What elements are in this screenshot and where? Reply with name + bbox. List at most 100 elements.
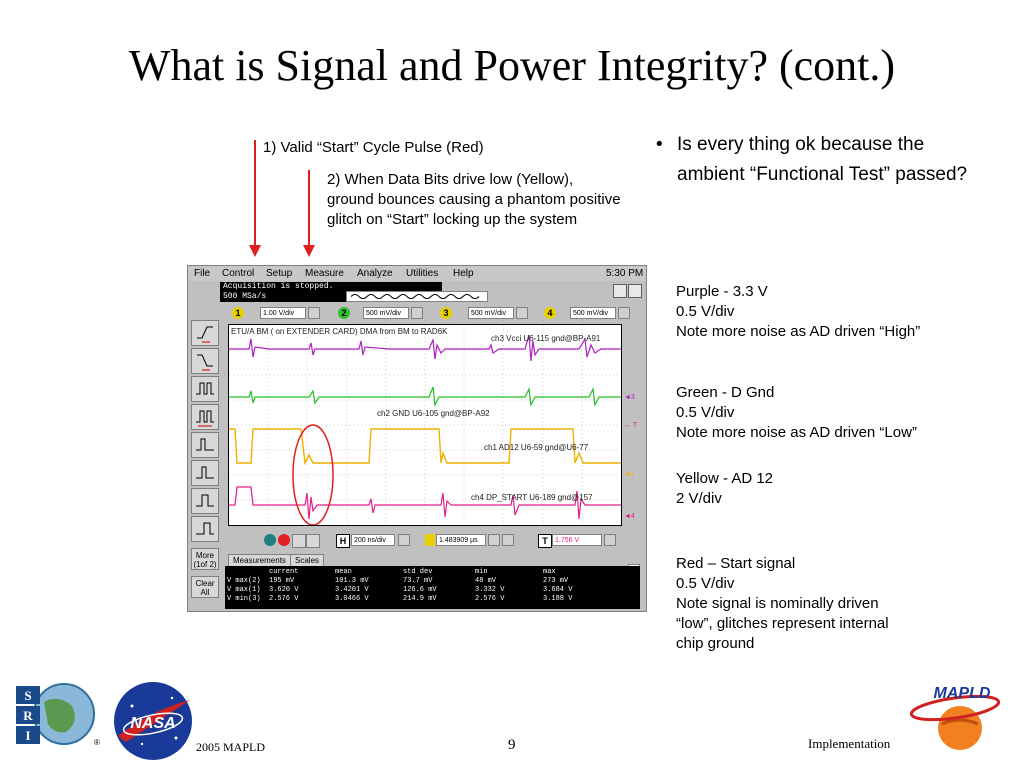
meas-cell: 126.6 mV [403, 586, 437, 594]
nasa-logo-text: NASA [130, 715, 175, 732]
legend-line: Yellow - AD 12 [676, 470, 774, 487]
fall-time-icon[interactable] [191, 460, 219, 486]
channel-2-badge[interactable]: 2 [338, 307, 350, 319]
channel-1-spinner-icon[interactable] [308, 307, 320, 319]
meas-cell: 3.684 V [543, 586, 573, 594]
bullet-dot-icon: • [656, 134, 663, 155]
purple-legend: Purple - 3.3 V 0.5 V/div Note more noise… [676, 282, 986, 342]
svg-text:S: S [24, 688, 31, 703]
svg-text:R: R [23, 708, 33, 723]
channel-1-scale[interactable]: 1.00 V/div [260, 307, 306, 319]
grid-title: ETU/A BM ( on EXTENDER CARD) DMA from BM… [231, 327, 448, 336]
trigger-icon[interactable]: T [538, 534, 552, 548]
channel-3-badge[interactable]: 3 [440, 307, 452, 319]
pointer-icon[interactable] [628, 284, 642, 298]
trigger-level-field[interactable]: 1.756 V [552, 534, 602, 546]
svg-text:I: I [25, 728, 30, 743]
horizontal-icon[interactable]: H [336, 534, 350, 548]
channel-4-badge[interactable]: 4 [544, 307, 556, 319]
slide-title: What is Signal and Power Integrity? (con… [128, 41, 896, 90]
meas-cell: 48 mV [475, 577, 497, 585]
meas-row-label: V max(1) [227, 586, 261, 594]
start-arrow-line [254, 140, 256, 246]
delay-left-icon[interactable] [488, 534, 500, 546]
channel-2-scale[interactable]: 500 mV/div [363, 307, 409, 319]
legend-line: Note more noise as AD driven “Low” [676, 424, 917, 441]
legend-line: 0.5 V/div [676, 575, 735, 592]
meas-cell: 3.4201 V [335, 586, 369, 594]
meas-cell: 2.576 V [475, 595, 505, 603]
meas-header-stddev: std dev [403, 568, 433, 576]
scope-menubar: File Control Setup Measure Analyze Utili… [188, 266, 646, 281]
menu-file[interactable]: File [194, 268, 211, 279]
trigger-marker-icon: ← T [624, 422, 638, 429]
measurements-table: current mean std dev min max V max(2) 19… [225, 566, 640, 609]
timebase-field[interactable]: 200 ns/div [351, 534, 395, 546]
restore-icon[interactable] [613, 284, 627, 298]
menu-analyze[interactable]: Analyze [357, 268, 393, 279]
yellow-trace [229, 428, 621, 466]
channel-3-spinner-icon[interactable] [516, 307, 528, 319]
single-icon[interactable] [292, 534, 306, 548]
bullet-text: Is every thing ok because the ambient “F… [677, 134, 968, 185]
menu-measure[interactable]: Measure [305, 268, 344, 279]
meas-cell: 3.188 V [543, 595, 573, 603]
meas-cell: 2.576 V [269, 595, 299, 603]
channel-4-spinner-icon[interactable] [618, 307, 630, 319]
meas-header-mean: mean [335, 568, 352, 576]
status-line-2: 500 MSa/s [223, 292, 267, 301]
meas-cell: 73.7 mV [403, 577, 433, 585]
run-icon[interactable] [264, 534, 276, 546]
legend-line: 0.5 V/div [676, 303, 735, 320]
legend-line: 2 V/div [676, 490, 722, 507]
ch3-marker-icon: ◄3 [624, 394, 635, 401]
channel-2-spinner-icon[interactable] [411, 307, 423, 319]
vmax-icon[interactable] [191, 488, 219, 514]
meas-cell: 101.3 mV [335, 577, 369, 585]
start-cycle-annotation: 1) Valid “Start” Cycle Pulse (Red) [263, 139, 484, 156]
clear-all-button[interactable]: Clear All [191, 576, 219, 598]
rise-time-icon[interactable] [191, 432, 219, 458]
timebase-spinner-icon[interactable] [398, 534, 410, 546]
footer-conference: 2005 MAPLD [196, 740, 266, 754]
acquisition-bar [346, 291, 488, 302]
trigger-spinner-icon[interactable] [604, 534, 616, 546]
nasa-logo: NASA [112, 680, 194, 762]
purple-trace [229, 334, 621, 362]
delay-right-icon[interactable] [502, 534, 514, 546]
ch3-trace-label: ch3 Vcci U6-115 gnd@BP-A91 [491, 334, 601, 343]
status-line-1: Acquisition is stopped. [223, 282, 334, 291]
falling-edge-trigger-icon[interactable] [191, 348, 219, 374]
glitch-highlight-ellipse [292, 424, 334, 525]
legend-line: Green - D Gnd [676, 384, 775, 401]
meas-cell: 195 mV [269, 577, 295, 585]
pulse-period-icon[interactable] [191, 404, 219, 430]
menu-setup[interactable]: Setup [266, 268, 293, 279]
channel-3-scale[interactable]: 500 mV/div [468, 307, 514, 319]
oscilloscope-window: File Control Setup Measure Analyze Utili… [187, 265, 647, 612]
scope-clock: 5:30 PM [606, 268, 644, 279]
channel-1-badge[interactable]: 1 [232, 307, 244, 319]
menu-help[interactable]: Help [453, 268, 474, 279]
stop-icon[interactable] [278, 534, 290, 546]
swri-logo: S R I [14, 682, 102, 746]
vmin-icon[interactable] [191, 516, 219, 542]
menu-control[interactable]: Control [222, 268, 255, 279]
print-icon[interactable] [306, 534, 320, 548]
meas-cell: 3.620 V [269, 586, 299, 594]
meas-row-label: V max(2) [227, 577, 261, 585]
waveform-display[interactable]: ETU/A BM ( on EXTENDER CARD) DMA from BM… [228, 324, 622, 526]
yellow-legend: Yellow - AD 12 2 V/div [676, 469, 986, 509]
legend-line: 0.5 V/div [676, 404, 735, 421]
legend-line: Note more noise as AD driven “High” [676, 323, 921, 340]
delay-field[interactable]: 1.483909 µs [436, 534, 486, 546]
legend-line: Purple - 3.3 V [676, 283, 768, 300]
ch4-marker-icon: ◄4 [624, 513, 635, 520]
meas-header-max: max [543, 568, 556, 576]
menu-utilities[interactable]: Utilities [406, 268, 439, 279]
rising-edge-trigger-icon[interactable] [191, 320, 219, 346]
channel-4-scale[interactable]: 500 mV/div [570, 307, 616, 319]
pulse-width-icon[interactable] [191, 376, 219, 402]
ch1-marker-icon: ◄1 [624, 471, 635, 478]
more-button[interactable]: More (1of 2) [191, 548, 219, 570]
